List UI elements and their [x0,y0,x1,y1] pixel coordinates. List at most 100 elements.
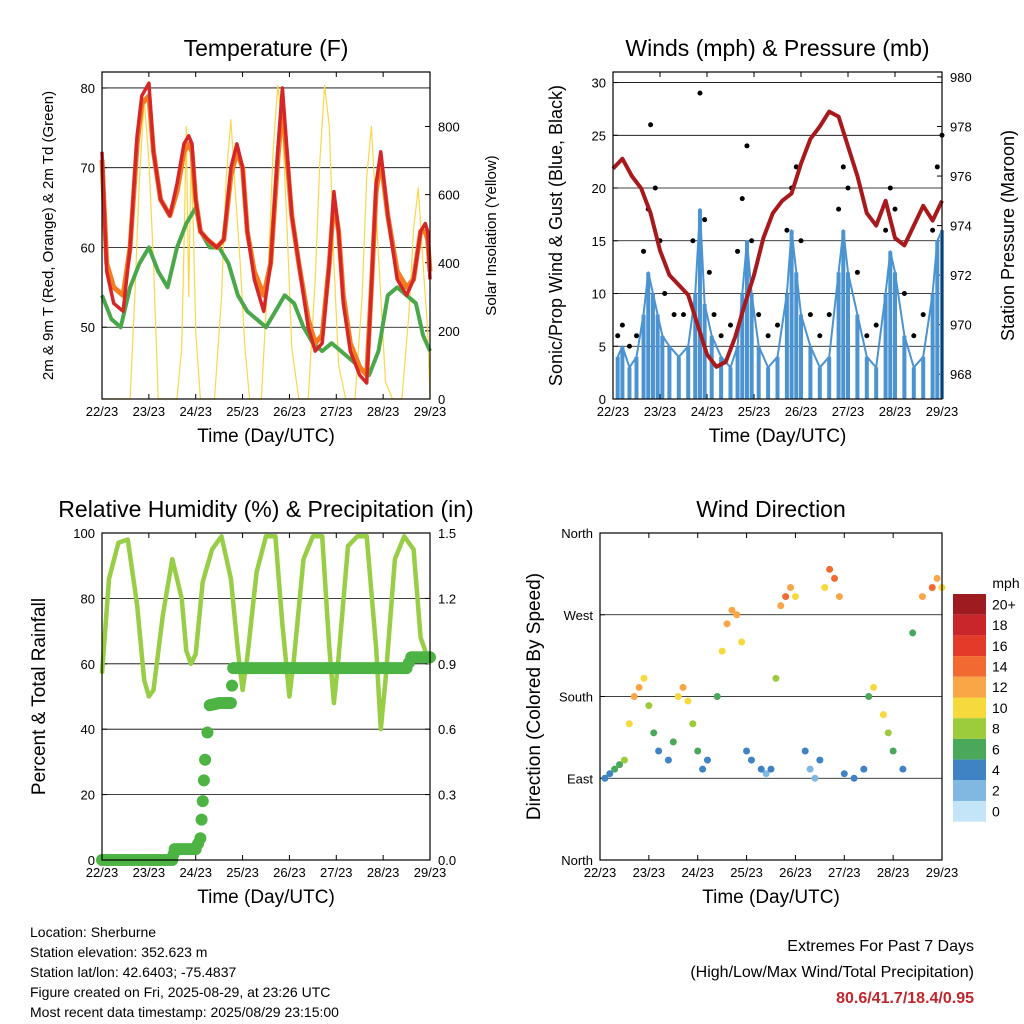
precip-point [195,813,208,826]
gust-point [641,248,647,254]
gust-point [681,312,686,318]
x-tick-label: 22/23 [584,865,617,880]
x-tick-label: 24/23 [691,404,724,419]
station-location: Location: Sherburne [30,924,157,940]
y-tick-label: 40 [81,722,95,737]
x-tick-label: 23/23 [633,865,666,880]
legend-swatch [953,697,986,719]
direction-point [601,774,609,782]
legend-label: 14 [992,658,1008,674]
winds-pressure-panel: Winds (mph) & Pressure (mb) 22/23 23/23 24/… [546,35,1018,447]
direction-point [821,584,829,591]
y-tick-label: 25 [592,128,606,143]
legend-swatch [953,759,986,781]
plot-frame [612,71,943,400]
y2-tick-label: 976 [950,169,972,184]
legend-swatch [953,718,986,739]
gust-point [702,217,708,223]
direction-point [703,756,711,764]
direction-point [918,593,926,601]
x-tick-label: 22/23 [86,865,119,880]
gust-point [662,291,668,297]
gust-point [739,196,745,202]
direction-point [655,747,663,755]
direction-point [718,647,726,655]
y2-tick-label: 600 [438,188,460,203]
x-tick-label: 29/23 [414,404,447,419]
x-axis-label: Time (Day/UTC) [709,426,847,447]
extremes-values: 80.6/41.7/18.4/0.95 [836,990,974,1007]
y-tick-label: 80 [81,591,95,606]
y2-tick-label: 980 [950,70,972,85]
y-tick-label: 5 [599,339,606,354]
y-tick-label: East [567,771,593,786]
y2-axis-label: Solar Insolation (Yellow) [483,155,500,315]
gust-point [887,185,893,191]
y-tick-label: 70 [81,161,95,176]
direction-point [645,702,653,710]
gust-point [864,333,870,339]
y-tick-label: 0 [599,392,606,407]
y-tick-label: 50 [81,320,95,335]
direction-point [928,584,936,591]
x-tick-label: 27/23 [832,404,865,419]
gust-point [765,333,771,339]
x-tick-label: 25/23 [226,404,259,419]
legend-label: 12 [992,679,1008,695]
gust-point [911,333,917,339]
legend-label: 18 [992,617,1008,633]
direction-point [831,574,839,582]
y-tick-label: 60 [81,240,95,255]
direction-point [664,756,672,764]
x-tick-label: 27/23 [828,865,861,880]
y-tick-label: West [564,608,594,623]
y-tick-label: North [561,853,593,868]
direction-point [850,774,858,782]
y2-tick-label: 0.9 [438,657,456,672]
legend-swatch [953,780,986,801]
direction-point [620,756,628,764]
gust-point [648,122,654,128]
y2-tick-label: 1.5 [438,526,456,541]
x-tick-label: 29/23 [926,404,959,419]
direction-point [840,770,848,778]
temperature-panel: Temperature (F) 22/23 23/23 24/23 25/23 26/23… [40,35,500,447]
precip-point [196,795,209,808]
solar-insolation-line [102,84,431,400]
y2-tick-label: 800 [438,120,460,135]
y2-tick-label: 970 [950,318,972,333]
y-tick-label: 15 [592,234,606,249]
y2-tick-label: 972 [950,268,972,283]
legend-label: 4 [992,762,1000,778]
y-tick-label: 20 [81,788,95,803]
direction-point [606,770,614,778]
direction-point [767,765,775,773]
precip-point [201,726,214,739]
y-axis-label: Percent & Total Rainfall [29,598,50,795]
panel-title: Winds (mph) & Pressure (mb) [625,35,929,61]
direction-point [835,593,843,601]
x-axis-label: Time (Day/UTC) [197,426,335,447]
y2-axis-label: Station Pressure (Maroon) [998,130,1018,341]
x-tick-label: 26/23 [779,865,812,880]
gust-point [697,90,703,96]
precip-point [199,753,212,766]
y2-tick-label: 0 [438,392,445,407]
gust-point [626,343,632,349]
gust-point [920,312,926,318]
legend-title: mph [992,575,1019,591]
x-tick-label: 26/23 [273,404,306,419]
x-tick-label: 29/23 [926,865,959,880]
direction-point [899,765,907,773]
x-tick-label: 24/23 [179,865,212,880]
direction-point [616,761,624,769]
panel-title: Wind Direction [696,496,846,522]
direction-point [699,765,707,773]
direction-point [669,738,677,746]
gust-point [883,227,889,233]
gust-point [930,227,936,233]
x-tick-label: 26/23 [273,865,306,880]
temp-2m-line [100,81,432,385]
y-tick-label: 20 [592,181,606,196]
gust-point [775,322,780,328]
